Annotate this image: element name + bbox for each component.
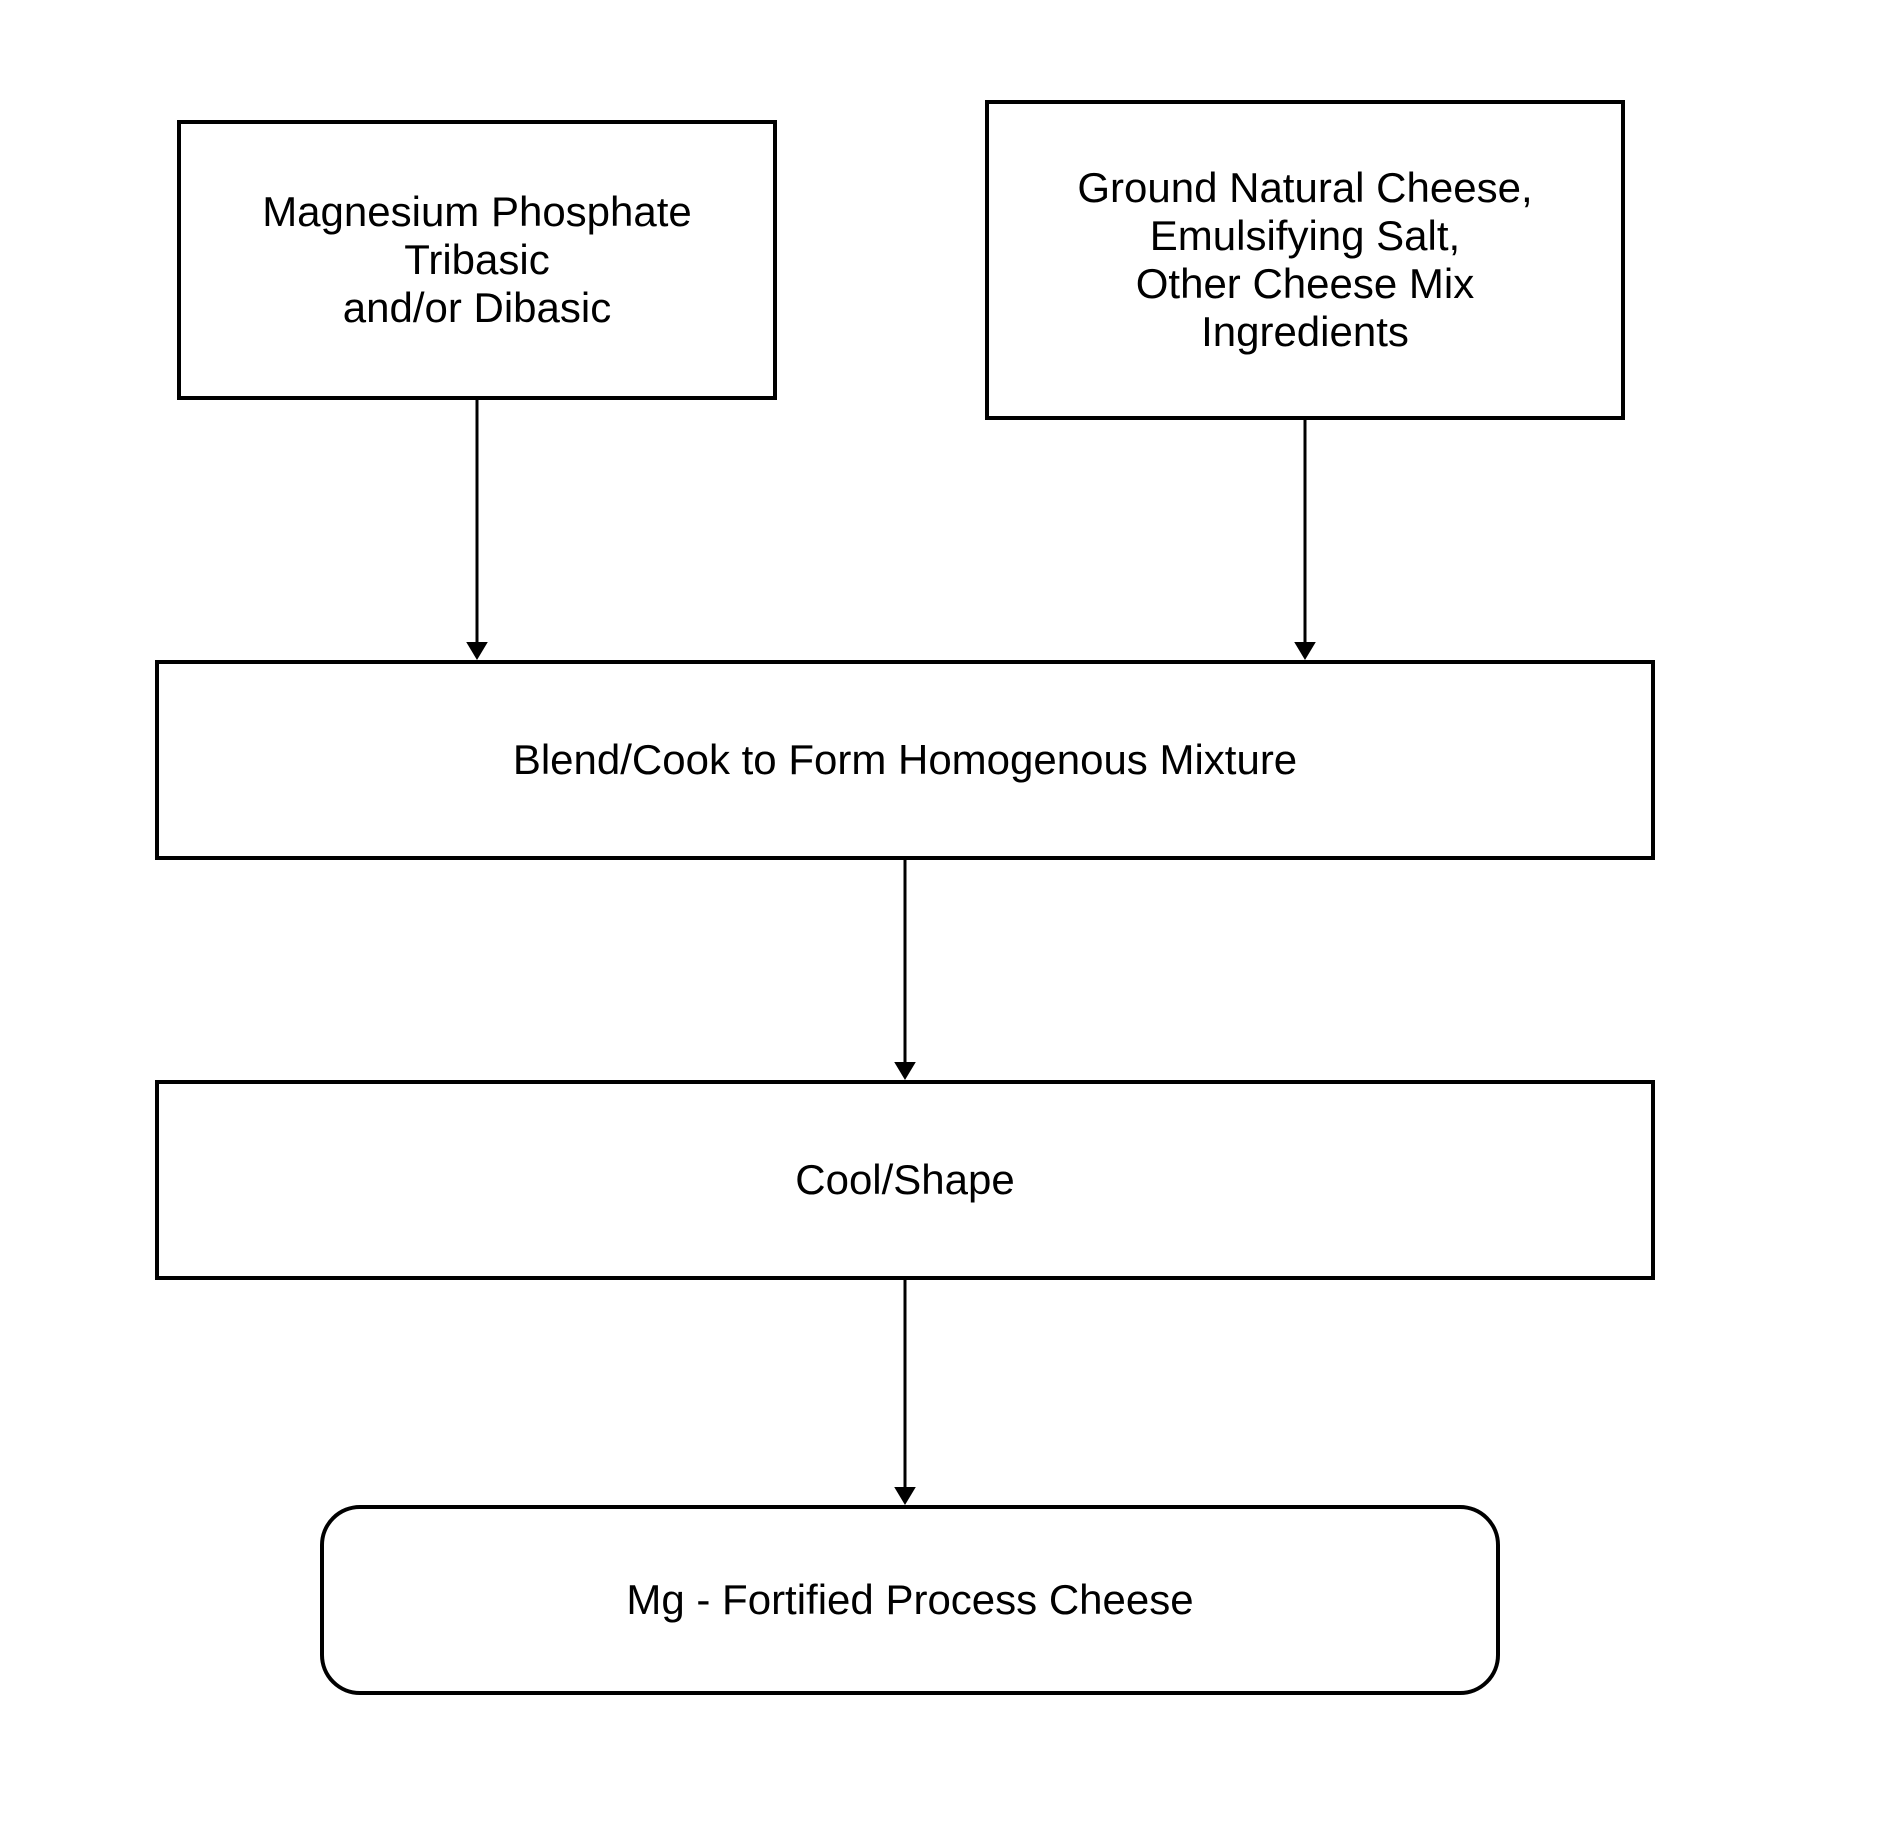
flowchart-arrow-2 xyxy=(887,860,923,1080)
flowchart-node-node5: Mg - Fortified Process Cheese xyxy=(320,1505,1500,1695)
node-label: Ground Natural Cheese, Emulsifying Salt,… xyxy=(1077,164,1532,356)
node-label: Blend/Cook to Form Homogenous Mixture xyxy=(513,736,1297,784)
flowchart-node-node3: Blend/Cook to Form Homogenous Mixture xyxy=(155,660,1655,860)
flowchart-node-node1: Magnesium Phosphate Tribasic and/or Diba… xyxy=(177,120,777,400)
flowchart-arrow-3 xyxy=(887,1280,923,1505)
flowchart-arrow-0 xyxy=(459,400,495,660)
node-label: Cool/Shape xyxy=(795,1156,1015,1204)
node-label: Magnesium Phosphate Tribasic and/or Diba… xyxy=(262,188,692,332)
node-label: Mg - Fortified Process Cheese xyxy=(626,1576,1193,1624)
flowchart-arrow-1 xyxy=(1287,420,1323,660)
flowchart-container: Magnesium Phosphate Tribasic and/or Diba… xyxy=(0,0,1877,1830)
flowchart-node-node4: Cool/Shape xyxy=(155,1080,1655,1280)
flowchart-node-node2: Ground Natural Cheese, Emulsifying Salt,… xyxy=(985,100,1625,420)
